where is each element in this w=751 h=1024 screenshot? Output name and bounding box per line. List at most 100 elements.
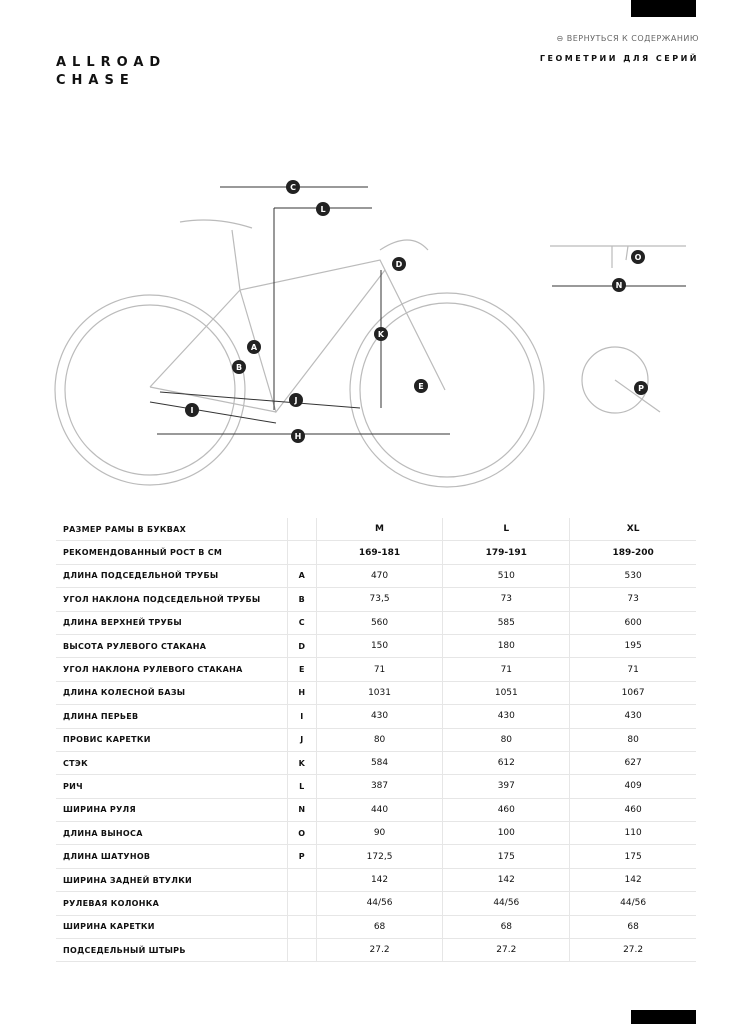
title-line: CHASE <box>56 73 135 88</box>
table-cell: 179-191 <box>442 540 570 565</box>
table-cell: 142 <box>315 868 443 893</box>
table-cell: ШИРИНА РУЛЯ <box>56 798 288 823</box>
table-cell: 175 <box>442 844 570 869</box>
table-cell: 560 <box>315 611 443 635</box>
table-cell: 150 <box>315 634 443 659</box>
table-row: РЕКОМЕНДОВАННЫЙ РОСТ В СМ 169-181 179-191 1… <box>56 540 696 565</box>
table-cell: РУЛЕВАЯ КОЛОНКА <box>56 891 288 916</box>
label-badge <box>612 278 626 292</box>
table-cell: 71 <box>569 657 696 682</box>
table-cell: 110 <box>569 821 696 846</box>
table-cell: ВЫСОТА РУЛЕВОГО СТАКАНА <box>56 634 288 659</box>
back-link-text[interactable]: ВЕРНУТЬСЯ К СОДЕРЖАНИЮ <box>566 34 699 43</box>
table-row: ШИРИНА КАРЕТКИ 68 68 68 <box>56 915 696 940</box>
table-cell: РЕКОМЕНДОВАННЫЙ РОСТ В СМ <box>56 540 288 565</box>
table-row: ДЛИНА ШАТУНОВ P 172,5 175 175 <box>56 844 696 869</box>
bike <box>54 219 686 488</box>
label-badge <box>286 180 300 194</box>
table-cell: 142 <box>442 868 570 893</box>
table-cell: ДЛИНА КОЛЕСНОЙ БАЗЫ <box>56 681 288 706</box>
table-cell: XL <box>569 518 696 542</box>
table-cell: ДЛИНА ВЕРХНЕЙ ТРУБЫ <box>56 611 288 635</box>
table-cell: 612 <box>442 751 570 776</box>
table-row: ДЛИНА ВЫНОСА O 90 100 110 <box>56 821 696 846</box>
table-cell: ДЛИНА ВЫНОСА <box>56 821 288 846</box>
table-cell: 180 <box>442 634 570 659</box>
table-cell: 169-181 <box>315 540 443 565</box>
back-link[interactable]: ⊖ ВЕРНУТЬСЯ К СОДЕРЖАНИЮ <box>556 34 699 43</box>
table-cell: 387 <box>315 774 443 799</box>
table-cell: 627 <box>569 751 696 776</box>
table-cell: 68 <box>315 915 443 940</box>
table-cell: 73,5 <box>315 587 443 612</box>
table-cell: ПРОВИС КАРЕТКИ <box>56 728 288 752</box>
table-cell: ДЛИНА ШАТУНОВ <box>56 844 288 869</box>
table-cell: 27.2 <box>442 938 570 963</box>
label-badge <box>247 340 261 354</box>
table-cell: C <box>286 611 317 635</box>
table-cell: 27.2 <box>315 938 443 963</box>
dimension-label: P <box>638 384 644 393</box>
table-cell <box>286 868 317 893</box>
table-cell: 510 <box>442 564 570 589</box>
table-cell: 44/56 <box>569 891 696 916</box>
label-badge <box>232 360 246 374</box>
table-cell: РИЧ <box>56 774 288 799</box>
table-cell: 27.2 <box>569 938 696 963</box>
table-cell: B <box>286 587 317 612</box>
label-badge <box>291 429 305 443</box>
table-row: УГОЛ НАКЛОНА РУЛЕВОГО СТАКАНА E 71 71 71 <box>56 657 696 682</box>
table-cell: ДЛИНА ПОДСЕДЕЛЬНОЙ ТРУБЫ <box>56 564 288 589</box>
dimension-label: N <box>616 281 623 290</box>
table-row: УГОЛ НАКЛОНА ПОДСЕДЕЛЬНОЙ ТРУБЫ B 73,5 73 73 <box>56 587 696 612</box>
table-cell: A <box>286 564 317 589</box>
table-cell: 142 <box>569 868 696 893</box>
table-row: ДЛИНА ПЕРЬЕВ I 430 430 430 <box>56 704 696 729</box>
table-cell: L <box>286 774 317 799</box>
table-cell: 100 <box>442 821 570 846</box>
table-row: ДЛИНА ПОДСЕДЕЛЬНОЙ ТРУБЫ A 470 510 530 <box>56 564 696 589</box>
table-cell: J <box>286 728 317 752</box>
table-cell: УГОЛ НАКЛОНА РУЛЕВОГО СТАКАНА <box>56 657 288 682</box>
table-cell <box>286 518 317 542</box>
table-cell: 80 <box>442 728 570 752</box>
dimension-label: A <box>251 343 258 352</box>
table-cell: 73 <box>442 587 570 612</box>
table-cell: 470 <box>315 564 443 589</box>
table-row: ПОДСЕДЕЛЬНЫЙ ШТЫРЬ 27.2 27.2 27.2 <box>56 938 696 963</box>
table-cell: 1031 <box>315 681 443 706</box>
label-badge <box>289 393 303 407</box>
table-cell: 80 <box>569 728 696 752</box>
table-cell: 430 <box>315 704 443 729</box>
table-row: ШИРИНА ЗАДНЕЙ ВТУЛКИ 142 142 142 <box>56 868 696 893</box>
table-cell: 80 <box>315 728 443 752</box>
table-cell: 460 <box>442 798 570 823</box>
table-row: СТЭК K 584 612 627 <box>56 751 696 776</box>
title-line: ALLROAD <box>56 55 167 70</box>
dimension-label: B <box>236 363 242 372</box>
table-cell: 585 <box>442 611 570 635</box>
table-cell: 584 <box>315 751 443 776</box>
table-cell: M <box>315 518 443 542</box>
table-cell: 430 <box>569 704 696 729</box>
table-cell: 409 <box>569 774 696 799</box>
table-cell: ПОДСЕДЕЛЬНЫЙ ШТЫРЬ <box>56 938 288 963</box>
table-cell: 71 <box>315 657 443 682</box>
table-cell <box>286 540 317 565</box>
dimension-label: L <box>320 205 325 214</box>
dimension-label: K <box>378 330 385 339</box>
label-badge <box>185 403 199 417</box>
table-cell: 1051 <box>442 681 570 706</box>
table-row: ДЛИНА КОЛЕСНОЙ БАЗЫ H 1031 1051 1067 <box>56 681 696 706</box>
table-cell: D <box>286 634 317 659</box>
dimension-label: I <box>191 406 194 415</box>
table-cell: 600 <box>569 611 696 635</box>
table-cell: 530 <box>569 564 696 589</box>
table-cell: K <box>286 751 317 776</box>
table-cell: 172,5 <box>315 844 443 869</box>
table-row: РИЧ L 387 397 409 <box>56 774 696 799</box>
table-cell: ШИРИНА КАРЕТКИ <box>56 915 288 940</box>
dimension-label: C <box>290 183 296 192</box>
table-cell: 440 <box>315 798 443 823</box>
